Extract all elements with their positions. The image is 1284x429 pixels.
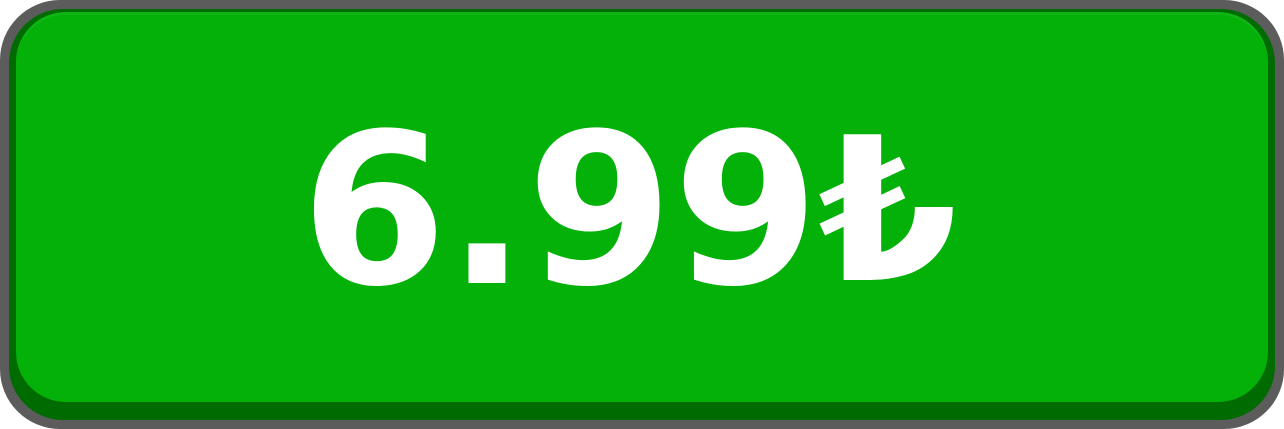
price-amount: 6.99: [301, 88, 819, 333]
currency-symbol: ₺: [818, 95, 957, 328]
purchase-button-face[interactable]: [16, 12, 1268, 402]
